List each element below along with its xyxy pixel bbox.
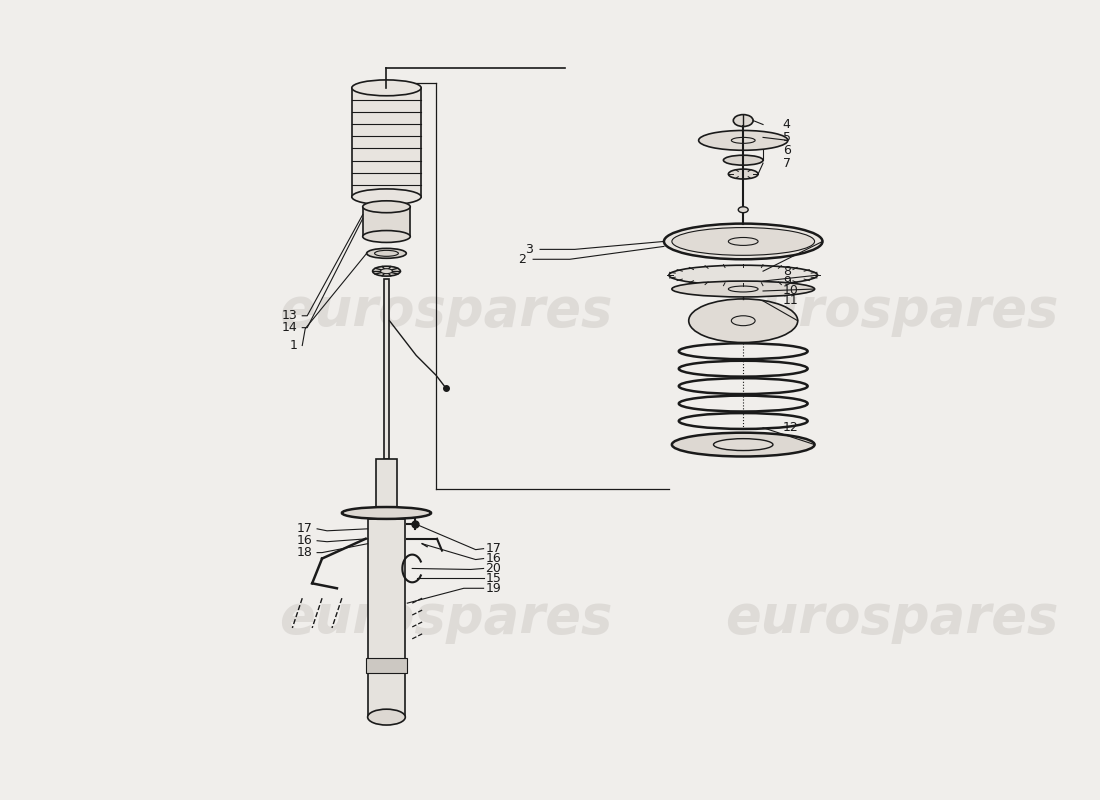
Text: 18: 18	[296, 546, 312, 559]
Text: eurospares: eurospares	[279, 285, 613, 337]
Ellipse shape	[352, 80, 421, 96]
Ellipse shape	[363, 230, 410, 242]
Text: 7: 7	[783, 157, 791, 170]
Text: eurospares: eurospares	[725, 592, 1058, 644]
Text: 12: 12	[783, 422, 799, 434]
Ellipse shape	[672, 433, 815, 457]
Text: 9: 9	[783, 274, 791, 287]
Text: eurospares: eurospares	[725, 285, 1058, 337]
Text: 10: 10	[783, 285, 799, 298]
Text: 11: 11	[783, 294, 799, 307]
Bar	[384, 279, 389, 459]
Text: 4: 4	[783, 118, 791, 131]
Text: 19: 19	[485, 582, 502, 594]
Ellipse shape	[734, 114, 754, 126]
Text: 15: 15	[485, 572, 502, 585]
Ellipse shape	[732, 138, 755, 143]
Text: 16: 16	[296, 534, 312, 547]
Ellipse shape	[366, 248, 406, 258]
Bar	[365, 658, 407, 673]
Text: 2: 2	[518, 253, 526, 266]
Ellipse shape	[342, 507, 431, 519]
Ellipse shape	[724, 155, 763, 165]
Text: 17: 17	[296, 522, 312, 535]
Text: eurospares: eurospares	[279, 592, 613, 644]
Text: 14: 14	[282, 321, 297, 334]
Ellipse shape	[714, 438, 773, 450]
Ellipse shape	[669, 266, 817, 285]
Ellipse shape	[698, 130, 788, 150]
Ellipse shape	[672, 281, 815, 297]
Text: 16: 16	[485, 552, 502, 565]
Ellipse shape	[728, 169, 758, 179]
Ellipse shape	[738, 206, 748, 213]
Text: 20: 20	[485, 562, 502, 575]
Ellipse shape	[672, 227, 815, 255]
Ellipse shape	[689, 299, 798, 342]
Ellipse shape	[352, 189, 421, 205]
Ellipse shape	[381, 269, 393, 274]
Bar	[375, 459, 397, 519]
Bar	[363, 206, 410, 237]
Ellipse shape	[732, 316, 755, 326]
Text: 13: 13	[282, 310, 297, 322]
Ellipse shape	[728, 238, 758, 246]
Text: 3: 3	[526, 243, 534, 256]
Bar	[367, 519, 405, 717]
Ellipse shape	[664, 224, 823, 259]
Text: 5: 5	[783, 131, 791, 144]
Bar	[352, 88, 421, 197]
Text: 6: 6	[783, 144, 791, 157]
Ellipse shape	[363, 201, 410, 213]
Text: 1: 1	[289, 339, 297, 352]
Text: 17: 17	[485, 542, 502, 555]
Ellipse shape	[373, 266, 400, 276]
Text: 8: 8	[783, 265, 791, 278]
Ellipse shape	[367, 709, 405, 725]
